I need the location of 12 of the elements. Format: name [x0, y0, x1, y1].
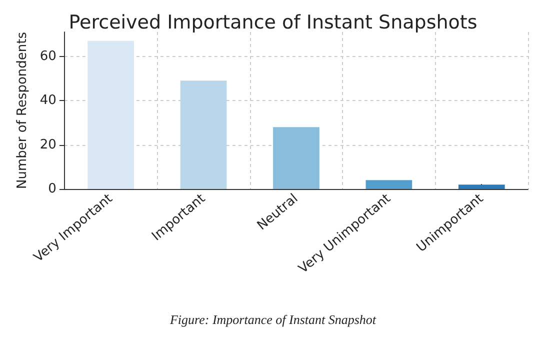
bar: [366, 180, 412, 189]
y-tick-label: 40: [40, 93, 56, 108]
y-tick-label: 20: [40, 137, 56, 152]
bar: [88, 40, 134, 189]
y-axis-title: Number of Respondents: [15, 32, 30, 190]
bar: [458, 184, 505, 189]
y-tick-label: 0: [48, 182, 56, 196]
text: Figure: Importance of Instant Snapshot: [168, 312, 376, 327]
bar: [273, 127, 320, 189]
chart-title: Perceived Importance of Instant Snapshots: [68, 12, 478, 34]
y-tick-label: 60: [40, 48, 56, 64]
bar: [180, 80, 227, 189]
